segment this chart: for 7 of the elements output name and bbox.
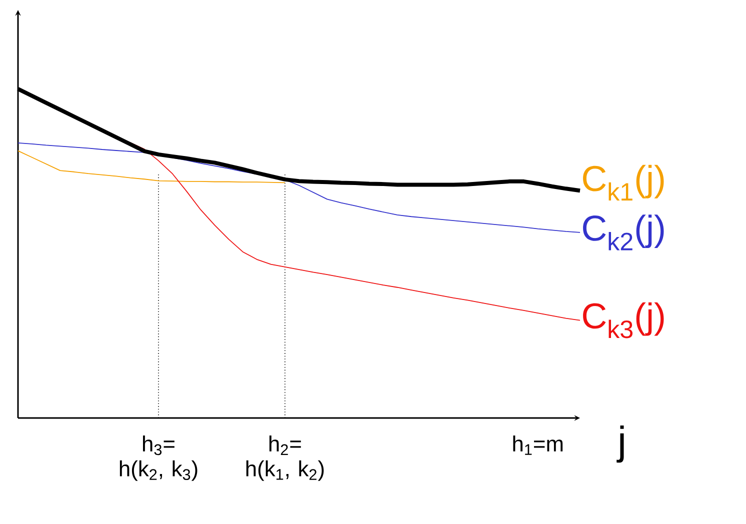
x-tick-label: h$_{1}$=m — [513, 436, 563, 455]
text: C$_{k1}$(j) — [583, 164, 664, 201]
x-axis-title: j — [616, 426, 624, 463]
x-tick-label: h$_{3}$= h(k$_{2}$, k$_{3}$) — [120, 436, 198, 481]
series-label: C$_{k2}$(j) — [583, 214, 664, 250]
series-label: C$_{k3}$(j) — [583, 302, 664, 338]
x-tick-label: h$_{2}$= h(k$_{1}$, k$_{2}$) — [246, 436, 324, 481]
